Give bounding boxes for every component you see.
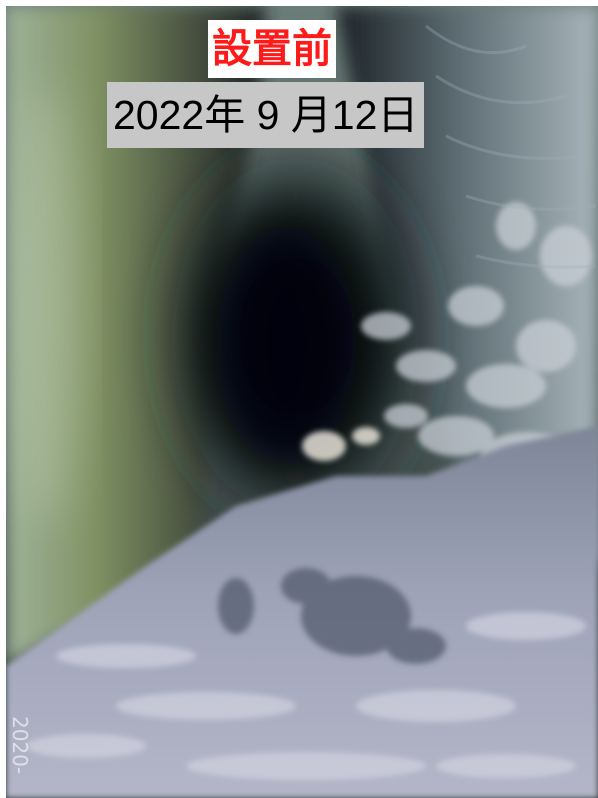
caption-date: 2022年 9 月12日	[107, 82, 425, 148]
photo-timestamp-stamp: 2020-	[8, 716, 32, 775]
caption-title: 設置前	[208, 20, 336, 78]
pipe-interior-illustration	[6, 6, 598, 798]
